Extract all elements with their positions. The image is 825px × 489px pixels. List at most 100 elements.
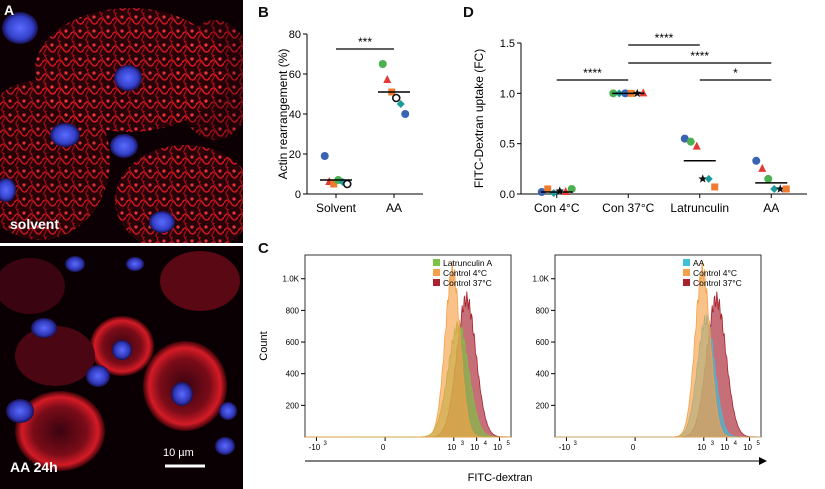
condition-label-aa-24h: AA 24h [10,459,58,475]
x-tick-exponent: 3 [711,441,715,447]
data-point [396,100,405,108]
data-point [758,163,767,172]
y-axis-label: FITC-Dextran uptake (FC) [472,49,486,188]
legend-label: Control 37°C [443,278,492,288]
x-tick-label: AA [763,201,779,215]
legend-swatch [683,279,690,286]
y-axis-label: Count [258,331,270,360]
legend-label: Control 4°C [693,268,737,278]
x-tick-label: 10 [720,443,729,452]
legend-swatch [433,259,440,266]
data-point [555,186,565,195]
legend-label: AA [693,258,705,268]
histogram-series [305,291,512,438]
x-tick-exponent: 5 [757,441,761,447]
legend-label: Control 4°C [443,268,487,278]
histogram-series [555,261,761,438]
y-tick-label: 200 [286,401,300,410]
y-tick-label: 600 [536,338,550,347]
x-tick-label: Solvent [316,201,357,215]
y-axis-label: Actin rearrangement (%) [276,49,290,180]
x-tick-label: -10 [309,443,321,452]
legend-swatch [683,259,690,266]
data-point [764,174,773,183]
scale-bar-label: 10 µm [163,447,194,459]
y-tick-label: 800 [286,306,300,315]
x-tick-label: Con 37°C [602,201,654,215]
y-tick-label: 1.0K [283,275,300,284]
panel-d-chart: 0.0 0.5 1.0 1.5 Con 4°C Con 37°C Latrunculin AA… [472,31,807,215]
x-tick-label: 0 [381,443,386,452]
data-point [711,183,719,191]
significance-label: **** [690,49,709,63]
data-point [770,184,779,193]
x-tick-exponent: 3 [461,441,465,447]
panel-label-b: B [258,4,269,21]
significance-label: * [733,66,738,80]
x-tick-label: 10 [697,443,706,452]
data-point [567,184,576,193]
data-point [752,156,761,165]
significance-label: **** [583,66,602,80]
y-tick-label: 80 [289,29,301,41]
data-point [342,179,352,189]
y-tick-label: 600 [286,338,300,347]
y-tick-label: 0 [295,189,301,201]
data-point [330,180,338,188]
data-point [639,88,648,97]
x-tick-exponent: 4 [484,441,488,447]
panel-b-chart: 0 20 40 60 80 Solvent AA Actin rearrangement (%… [276,29,423,215]
x-tick-exponent: 4 [734,441,738,447]
data-point [692,141,701,150]
legend-label: Control 37°C [693,278,742,288]
x-tick-exponent: 5 [507,441,511,447]
data-point [680,134,689,143]
y-tick-label: 60 [289,69,301,81]
y-tick-label: 400 [536,370,550,379]
legend-swatch [683,269,690,276]
y-tick-label: 400 [286,370,300,379]
data-point [320,152,329,160]
data-point [561,186,570,195]
x-tick-exponent: 3 [573,441,577,447]
x-tick-label: 10 [743,443,752,452]
data-point [383,75,392,83]
data-point [544,185,552,193]
x-tick-label: 10 [470,443,479,452]
x-tick-label: 0 [631,443,636,452]
panel-label-c: C [258,240,269,257]
micrograph-aa-24h: AA 24h 10 µm [0,246,243,489]
histogram-series [305,261,511,438]
y-tick-label: 0.0 [500,189,515,201]
condition-label-solvent: solvent [10,216,60,232]
data-point [378,60,387,68]
panel-label-a: A [4,2,15,18]
micrograph-solvent: A solvent [0,0,243,243]
y-tick-label: 200 [536,401,550,410]
y-tick-label: 1.0K [533,275,550,284]
y-tick-label: 1.5 [500,38,515,50]
data-point [775,184,785,193]
data-point [698,174,708,183]
histogram-series [555,291,762,438]
fitc-axis-label: FITC-dextran [468,472,533,484]
y-tick-label: 1.0 [500,88,515,100]
y-tick-label: 0.5 [500,139,515,151]
x-tick-label: AA [386,201,402,215]
data-point [782,185,790,193]
significance-label: *** [358,35,372,49]
x-tick-label: Latrunculin [670,201,729,215]
x-tick-label: -10 [559,443,571,452]
x-tick-label: Con 4°C [534,201,580,215]
significance-label: **** [655,31,674,45]
legend-swatch [433,269,440,276]
legend-label: Latrunculin A [443,258,492,268]
fitc-axis-arrowhead [759,457,767,465]
data-point [391,93,401,103]
data-point [704,174,713,183]
micrograph-solvent-image [0,0,243,243]
x-tick-exponent: 3 [323,441,327,447]
legend-swatch [433,279,440,286]
data-point [549,188,558,197]
